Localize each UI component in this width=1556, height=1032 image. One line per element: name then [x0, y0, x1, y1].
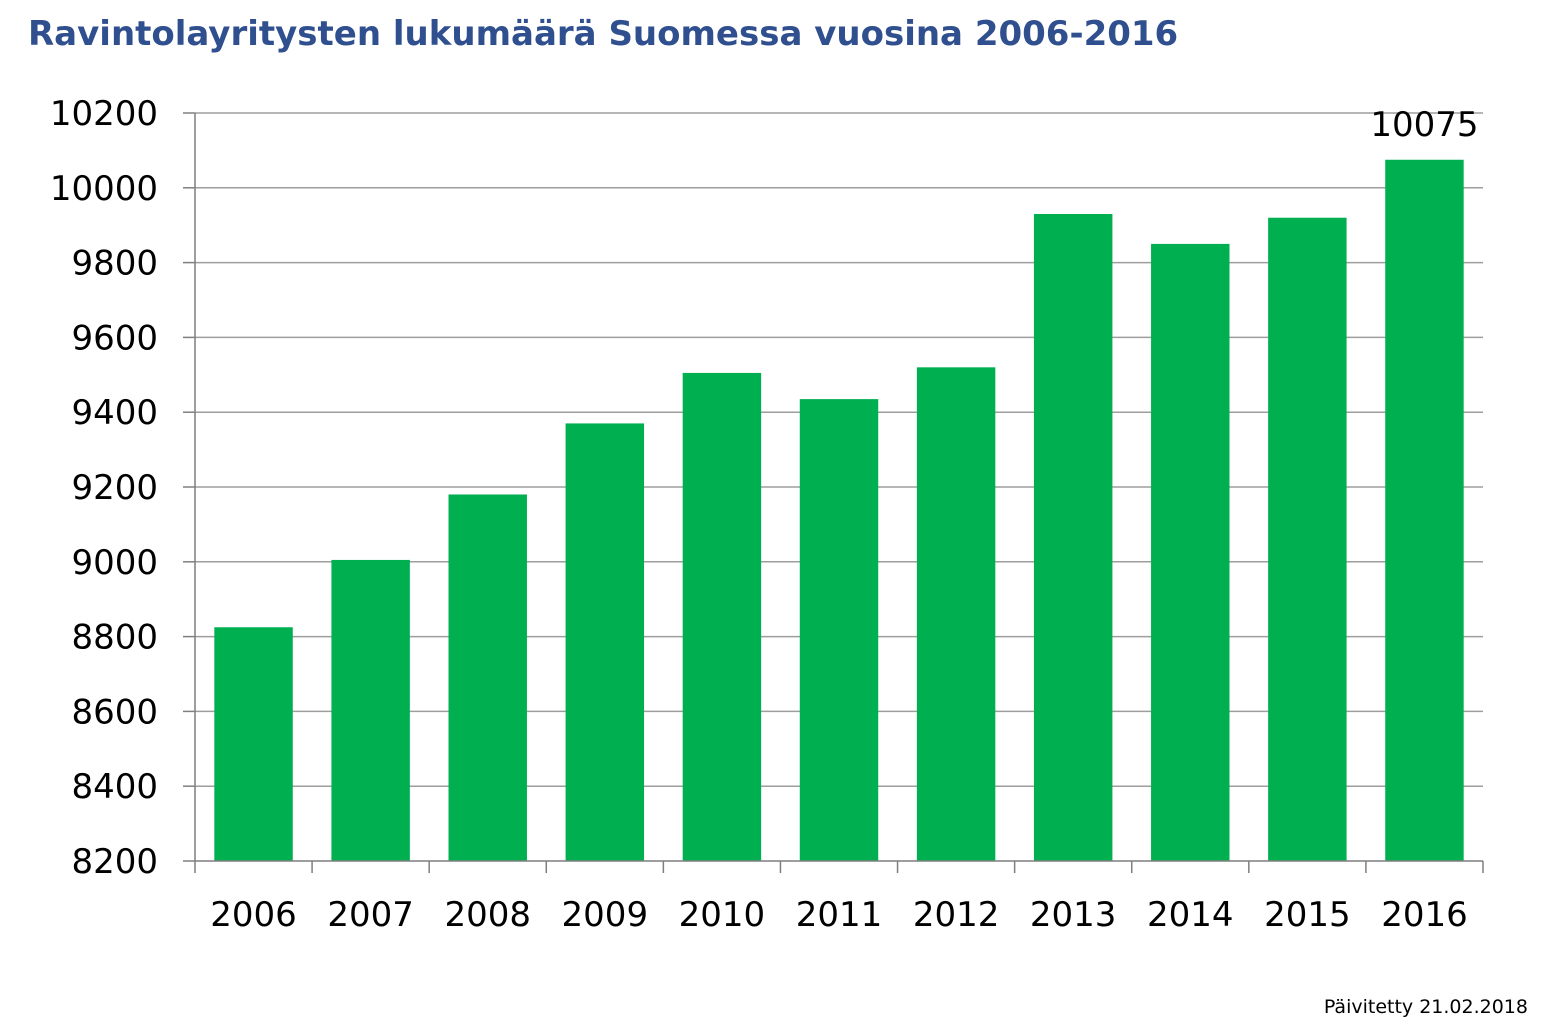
updated-date-note: Päivitetty 21.02.2018 — [1323, 996, 1528, 1018]
y-tick-label: 8400 — [71, 767, 158, 807]
x-tick-label: 2013 — [1030, 895, 1117, 935]
bar-2008 — [448, 494, 527, 861]
data-label-2016: 10075 — [1370, 105, 1478, 145]
y-tick-label: 9400 — [71, 393, 158, 433]
x-tick-label: 2007 — [327, 895, 414, 935]
bar-2010 — [682, 372, 762, 861]
y-tick-label: 10000 — [50, 169, 158, 209]
y-tick-label: 8600 — [71, 692, 158, 732]
data-labels: 10075 — [1370, 105, 1478, 145]
bar-2013 — [1033, 213, 1113, 862]
x-tick-labels: 2006 2007 2008 2009 2010 2011 2012 2013 2014 2015… — [210, 895, 1467, 935]
bar-2012 — [916, 367, 996, 861]
y-tick-label: 10200 — [50, 94, 158, 134]
bar-2009 — [565, 423, 645, 861]
y-tick-label: 9000 — [71, 543, 158, 583]
x-tick-label: 2009 — [562, 895, 649, 935]
x-tick-label: 2015 — [1264, 895, 1351, 935]
x-tick-label: 2016 — [1381, 895, 1468, 935]
y-tick-label: 9800 — [71, 244, 158, 284]
y-tick-label: 9200 — [71, 468, 158, 508]
x-tick-label: 2012 — [913, 895, 1000, 935]
x-tick-label: 2006 — [210, 895, 297, 935]
bar-2014 — [1151, 243, 1230, 861]
x-tick-label: 2011 — [796, 895, 883, 935]
bar-2015 — [1268, 217, 1347, 862]
x-tick-label: 2014 — [1147, 895, 1234, 935]
bar-2006 — [214, 627, 293, 861]
bar-2016 — [1385, 159, 1464, 861]
x-tick-label: 2010 — [679, 895, 766, 935]
chart-title: Ravintolayritysten lukumäärä Suomessa vu… — [28, 14, 1179, 54]
bars — [214, 159, 1464, 862]
y-tick-label: 9600 — [71, 318, 158, 358]
y-tick-label: 8800 — [71, 618, 158, 658]
axes — [183, 112, 1484, 873]
bar-2011 — [799, 399, 879, 861]
bar-2007 — [331, 559, 410, 861]
y-tick-labels: 8200 8400 8600 8800 9000 9200 9400 9600 9800 1000… — [50, 94, 158, 882]
y-tick-label: 8200 — [71, 842, 158, 882]
x-tick-label: 2008 — [444, 895, 531, 935]
